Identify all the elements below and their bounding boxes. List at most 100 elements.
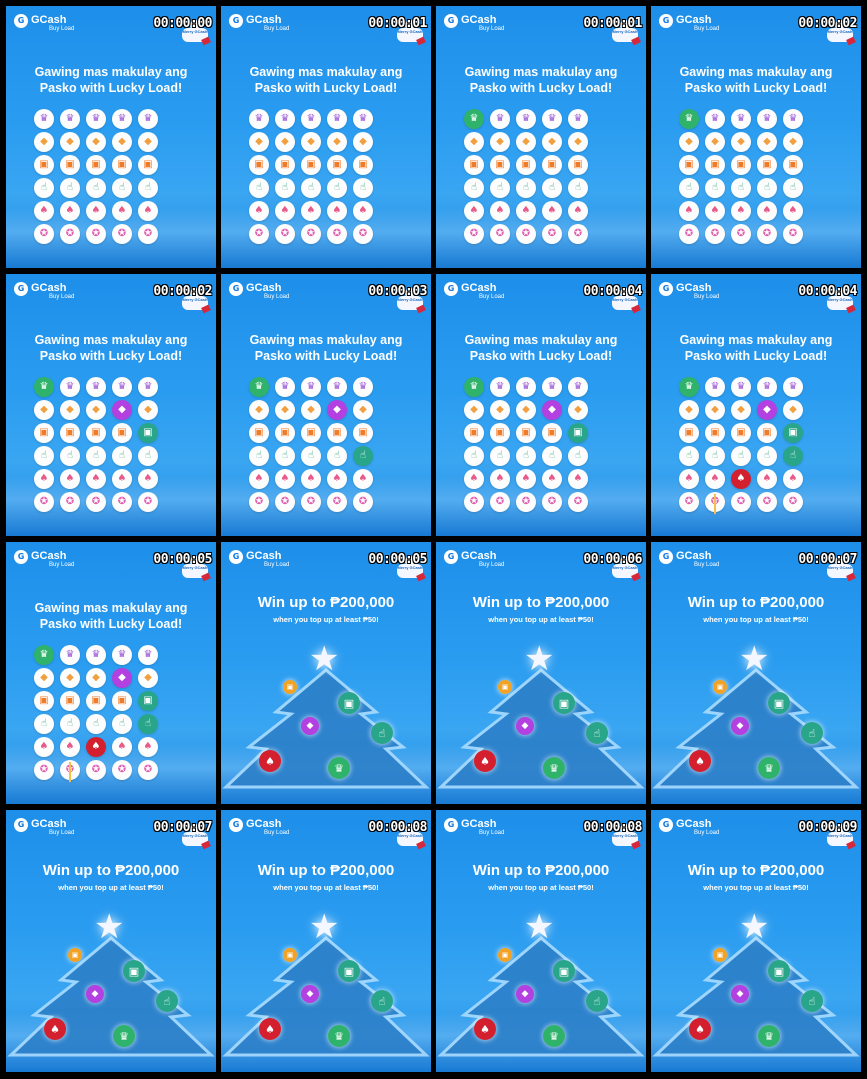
crown-icon: ♛ [328,1025,350,1047]
cards-icon: ♠ [490,469,510,489]
gem-icon: ◆ [353,132,373,152]
gcash-logo: G GCash Buy Load [229,282,289,301]
crown-icon: ♛ [731,377,751,397]
gcash-logo-icon: G [659,14,673,28]
gem-icon: ◆ [757,132,777,152]
medal-icon: ✪ [138,224,158,244]
timestamp: 00:00:02 [798,16,857,31]
gcash-logo-icon: G [659,818,673,832]
crown-icon: ♛ [758,757,780,779]
crown-icon: ♛ [275,109,295,129]
medal-icon: ✪ [464,492,484,512]
thumbs-up-icon: ☝ [586,990,608,1012]
gcash-logo-icon: G [444,282,458,296]
star-icon: ★ [524,907,555,947]
crown-icon: ♛ [275,377,295,397]
gift-icon: ▣ [249,423,269,443]
brand-name: GCash [461,550,497,562]
brand-subtitle: Buy Load [49,26,75,32]
timestamp: 00:00:05 [153,552,212,567]
snowman-head-icon [405,288,415,298]
gift-icon: ▣ [731,423,751,443]
timestamp: 00:00:04 [798,284,857,299]
medal-icon: ✪ [138,492,158,512]
gift-icon: ▣ [713,948,727,962]
gem-icon: ◆ [731,717,749,735]
snowman-head-icon [620,20,630,30]
gift-icon: ▣ [275,423,295,443]
win-subtitle: when you top up at least ₱50! [703,883,809,892]
gift-icon: ▣ [553,692,575,714]
cards-icon: ♠ [112,469,132,489]
crown-icon: ♛ [516,377,536,397]
gem-icon: ◆ [138,132,158,152]
medal-icon: ✪ [757,224,777,244]
gift-icon: ▣ [768,692,790,714]
cards-icon: ♠ [327,201,347,221]
medal-icon: ✪ [679,224,699,244]
gem-icon: ◆ [301,132,321,152]
headline: Gawing mas makulay ang Pasko with Lucky L… [436,332,646,364]
crown-icon: ♛ [353,377,373,397]
thumbs-up-icon: ☝ [249,446,269,466]
thumbs-up-icon: ☝ [249,178,269,198]
brand-subtitle: Buy Load [479,830,505,836]
gem-icon: ◆ [490,132,510,152]
gcash-logo: G GCash Buy Load [659,550,719,569]
gift-icon: ▣ [283,948,297,962]
medal-icon: ✪ [275,224,295,244]
gift-icon: ▣ [768,960,790,982]
brand-subtitle: Buy Load [49,562,75,568]
gift-icon: ▣ [490,155,510,175]
thumbs-up-icon: ☝ [679,178,699,198]
video-frame: G GCash Buy Load Merry GCash 00:00:02 Gawing … [6,274,216,536]
gem-icon: ◆ [275,132,295,152]
gcash-logo: G GCash Buy Load [229,818,289,837]
gift-icon: ▣ [338,960,360,982]
brand-name: GCash [676,282,712,294]
headline: Gawing mas makulay ang Pasko with Lucky L… [221,64,431,96]
brand-subtitle: Buy Load [264,562,290,568]
win-subtitle: when you top up at least ₱50! [703,615,809,624]
medal-icon: ✪ [275,492,295,512]
thumbs-up-icon: ☝ [275,178,295,198]
timestamp: 00:00:06 [583,552,642,567]
gem-icon: ◆ [112,400,132,420]
gcash-logo-icon: G [229,818,243,832]
medal-icon: ✪ [60,224,80,244]
snowman-head-icon [620,556,630,566]
crown-icon: ♛ [490,377,510,397]
video-frame: G GCash Buy Load Merry GCash 00:00:07 Win up … [651,542,861,804]
cards-icon: ♠ [301,201,321,221]
headline-line: Pasko with Lucky Load! [254,349,398,363]
gift-icon: ▣ [86,691,106,711]
headline-line: Pasko with Lucky Load! [254,81,398,95]
cards-icon: ♠ [542,469,562,489]
headline-line: Pasko with Lucky Load! [39,617,183,631]
thumbs-up-icon: ☝ [327,446,347,466]
crown-icon: ♛ [34,645,54,665]
thumbs-up-icon: ☝ [275,446,295,466]
merry-gcash-badge-icon: Merry GCash [180,288,211,314]
merry-gcash-badge-icon: Merry GCash [610,20,641,46]
thumbs-up-icon: ☝ [568,178,588,198]
crown-icon: ♛ [112,109,132,129]
thumbs-up-icon: ☝ [801,722,823,744]
gcash-logo-icon: G [444,550,458,564]
timestamp: 00:00:02 [153,284,212,299]
gift-icon: ▣ [86,155,106,175]
gem-icon: ◆ [86,400,106,420]
brand-subtitle: Buy Load [694,562,720,568]
medal-icon: ✪ [353,492,373,512]
brand-name: GCash [246,14,282,26]
ribbon-icon [416,572,426,582]
gem-icon: ◆ [138,400,158,420]
video-frame: G GCash Buy Load Merry GCash 00:00:04 Gawing … [436,274,646,536]
crown-icon: ♛ [542,377,562,397]
timestamp: 00:00:07 [798,552,857,567]
gem-icon: ◆ [34,400,54,420]
medal-icon: ✪ [34,492,54,512]
thumbs-up-icon: ☝ [542,446,562,466]
gcash-wordmark: GCash Buy Load [461,550,504,569]
timestamp: 00:00:07 [153,820,212,835]
